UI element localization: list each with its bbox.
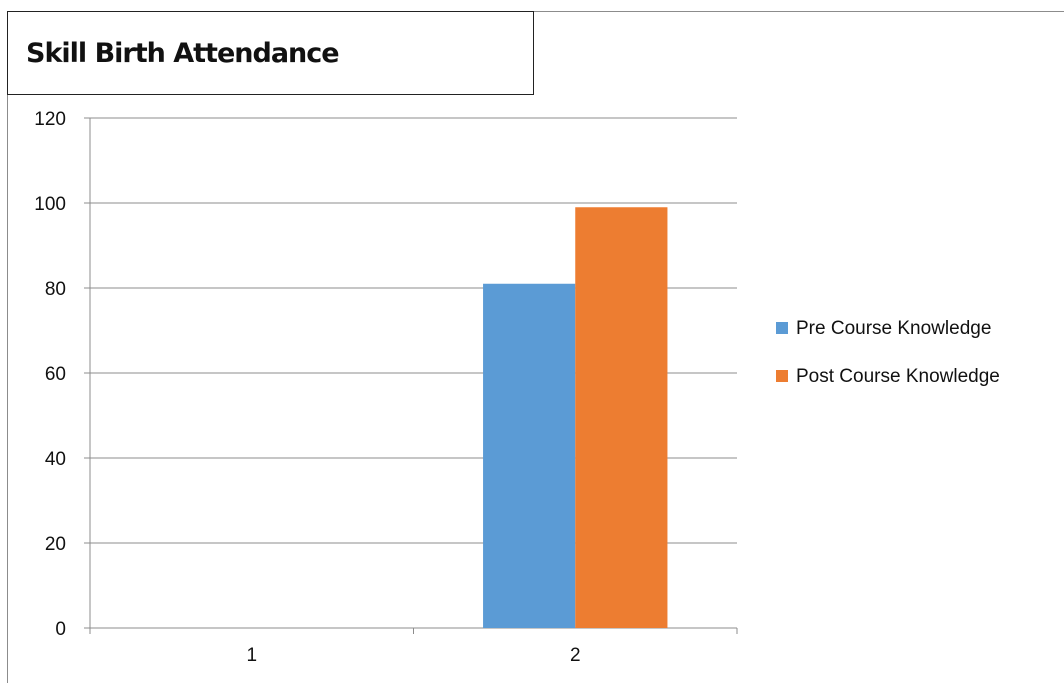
- y-tick-label: 100: [34, 194, 66, 215]
- legend-swatch: [776, 370, 788, 382]
- chart-title-box: Skill Birth Attendance: [7, 11, 534, 95]
- y-tick-label: 80: [45, 279, 66, 300]
- legend-swatch: [776, 322, 788, 334]
- chart-area: [7, 11, 1064, 683]
- y-tick-label: 0: [55, 619, 66, 640]
- bar: [575, 207, 668, 628]
- bar: [483, 283, 576, 628]
- x-tick-label: 2: [570, 645, 581, 666]
- y-tick-label: 40: [45, 449, 66, 470]
- y-tick-label: 60: [45, 364, 66, 385]
- legend-label: Pre Course Knowledge: [796, 318, 991, 339]
- x-tick-label: 1: [246, 645, 257, 666]
- y-tick-label: 120: [34, 109, 66, 130]
- y-tick-label: 20: [45, 534, 66, 555]
- legend-label: Post Course Knowledge: [796, 366, 1000, 387]
- chart-title: Skill Birth Attendance: [26, 37, 340, 69]
